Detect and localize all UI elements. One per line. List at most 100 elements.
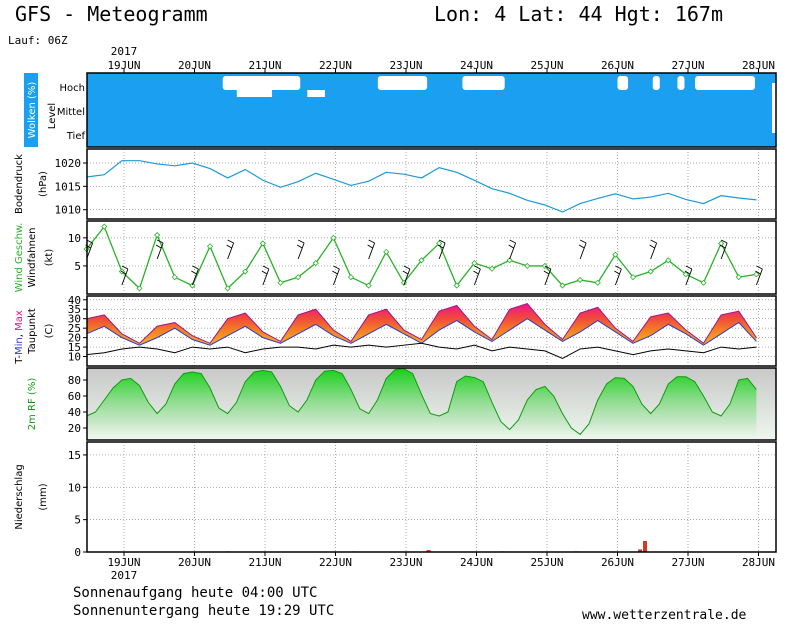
- wind-axis-label: Wind Geschw.: [14, 223, 25, 293]
- wind-speed-point: [400, 279, 407, 286]
- cloud-clear-patch: [617, 76, 629, 90]
- x-tick-label-bottom: 22JUN: [319, 556, 352, 569]
- wind-speed-point: [189, 282, 196, 289]
- precipitation-y-tick-label: 15: [68, 449, 81, 462]
- precipitation-panel-frame: [86, 441, 777, 553]
- temperature-label-part: Max: [14, 310, 25, 331]
- year-label-top: 2017: [111, 45, 138, 58]
- dewpoint-axis-label: Taupunkt: [27, 308, 38, 355]
- cloud-clear-patch: [772, 83, 776, 133]
- temperature-range-area: [86, 303, 757, 346]
- wind-speed-point: [629, 274, 637, 281]
- x-tick-label-bottom: 25JUN: [530, 556, 563, 569]
- humidity-y-tick-label: 60: [68, 390, 81, 403]
- year-label-bottom: 2017: [111, 569, 138, 582]
- wind-speed-point: [330, 234, 337, 241]
- x-tick-label-bottom: 26JUN: [601, 556, 634, 569]
- page-title: GFS - Meteogramm: [15, 2, 208, 26]
- x-tick-label-top: 24JUN: [460, 59, 493, 72]
- wind-speed-point: [295, 274, 302, 281]
- humidity-y-tick-label: 40: [68, 406, 81, 419]
- humidity-y-tick-label: 80: [68, 374, 81, 387]
- humidity-y-tick-label: 20: [68, 422, 81, 435]
- wind-speed-point: [206, 243, 214, 250]
- wind-barb: [402, 265, 411, 286]
- wind-speed-point: [136, 285, 143, 292]
- x-tick-label-bottom: 27JUN: [671, 556, 704, 569]
- precipitation-y-tick-label: 5: [74, 514, 81, 527]
- x-tick-label-top: 27JUN: [671, 59, 704, 72]
- wind-barb: [684, 265, 693, 286]
- humidity-area: [86, 368, 757, 440]
- pressure-axis-label: Bodendruck: [14, 154, 25, 214]
- precipitation-y-tick-label: 10: [68, 481, 81, 494]
- wind-speed-point: [506, 257, 513, 264]
- x-tick-label-bottom: 23JUN: [389, 556, 422, 569]
- wind-barb: [578, 239, 587, 260]
- temperature-label-part: ,: [14, 331, 25, 337]
- pressure-y-tick-label: 1020: [55, 157, 82, 170]
- wind-speed-point: [154, 231, 161, 239]
- cloud-level-mittel: Mittel: [57, 107, 85, 118]
- pressure-panel-frame: [86, 148, 777, 220]
- precipitation-axis-label: Niederschlag: [14, 464, 25, 529]
- wind-barb: [543, 265, 552, 286]
- wind-speed-point: [277, 279, 284, 286]
- wind-speed-point: [647, 268, 654, 275]
- x-tick-label-top: 22JUN: [319, 59, 352, 72]
- dewpoint-line: [86, 342, 757, 359]
- pressure-y-tick-label: 1015: [55, 180, 82, 193]
- x-tick-label-bottom: 21JUN: [248, 556, 281, 569]
- temperature-y-tick-label: 40: [68, 294, 81, 307]
- wind-speed-point: [453, 282, 460, 289]
- cloud-clear-patch: [307, 90, 325, 97]
- cloud-clear-patch: [236, 90, 273, 97]
- location-coordinates: Lon: 4 Lat: 44 Hgt: 167m: [434, 2, 723, 26]
- wind-barb: [473, 265, 481, 286]
- sunrise-info: Sonnenaufgang heute 04:00 UTC: [73, 585, 318, 601]
- wind-barb: [296, 239, 305, 260]
- windbarb-axis-label: Windfahnen: [27, 228, 38, 288]
- wind-unit-label: (kt): [44, 249, 55, 267]
- wind-speed-point: [735, 274, 742, 281]
- x-tick-label-top: 28JUN: [742, 59, 775, 72]
- temperature-unit-label: (C): [44, 324, 55, 339]
- wind-y-tick-label: 10: [68, 232, 81, 245]
- x-tick-label-top: 20JUN: [178, 59, 211, 72]
- wind-speed-point: [347, 274, 355, 281]
- wind-barb: [120, 265, 129, 286]
- wind-barb: [261, 265, 270, 286]
- temperature-label-part: T-: [14, 355, 25, 365]
- wind-speed-point: [524, 262, 531, 269]
- wind-speed-point: [471, 260, 478, 267]
- wind-speed-point: [594, 279, 601, 286]
- wind-barb: [437, 239, 446, 260]
- x-tick-label-top: 23JUN: [389, 59, 422, 72]
- source-url: www.wetterzentrale.de: [582, 608, 747, 623]
- cloud-clear-patch: [652, 76, 660, 90]
- temperature-y-tick-label: 35: [68, 303, 81, 316]
- wind-barb: [367, 239, 376, 260]
- x-tick-label-top: 26JUN: [601, 59, 634, 72]
- wind-speed-point: [224, 285, 231, 292]
- cloud-level-hoch: Hoch: [60, 83, 85, 94]
- wind-speed-point: [488, 265, 496, 272]
- precipitation-y-tick-label: 0: [74, 546, 81, 559]
- wind-barb: [332, 265, 340, 286]
- sunset-info: Sonnenuntergang heute 19:29 UTC: [73, 603, 335, 619]
- x-tick-label-bottom: 28JUN: [742, 556, 775, 569]
- cloud-clear-patch: [377, 76, 428, 90]
- wind-barb: [508, 239, 517, 260]
- clouds-panel-frame: [86, 72, 777, 148]
- tmax-line: [86, 302, 757, 345]
- humidity-line: [86, 368, 757, 436]
- wind-panel-frame: [86, 220, 777, 295]
- humidity-panel-frame: [86, 367, 777, 441]
- pressure-unit-label: (hPa): [38, 171, 49, 197]
- cloud-clear-patch: [695, 76, 755, 90]
- x-tick-label-top: 25JUN: [530, 59, 563, 72]
- wind-barb: [226, 239, 235, 260]
- wind-barb: [719, 239, 728, 260]
- wind-speed-point: [312, 260, 319, 267]
